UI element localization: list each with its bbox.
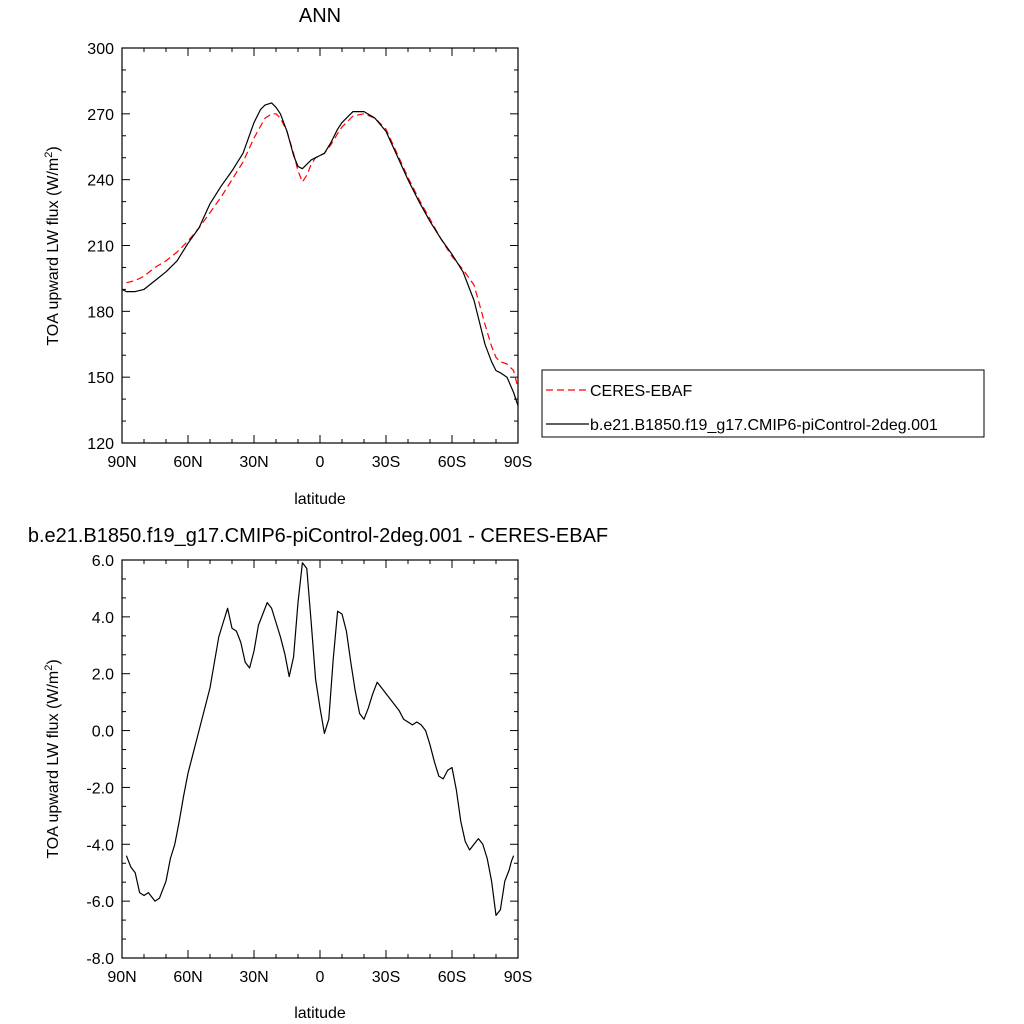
bottom-panel-x-tick-label: 30S [372, 969, 400, 986]
bottom-panel-y-tick-label: -8.0 [86, 951, 114, 968]
bottom-panel-plot-frame [121, 559, 519, 959]
legend-label-ceres-ebaf: CERES-EBAF [590, 383, 692, 400]
bottom-panel-title: b.e21.B1850.f19_g17.CMIP6-piControl-2deg… [28, 525, 608, 547]
top-panel-y-tick-label: 150 [87, 370, 114, 387]
top-panel-series-line-1 [126, 113, 519, 389]
legend-label-model: b.e21.B1850.f19_g17.CMIP6-piControl-2deg… [590, 417, 938, 434]
bottom-panel-y-axis-label: TOA upward LW flux (W/m2) [43, 659, 62, 858]
bottom-panel-x-tick-label: 60S [438, 969, 466, 986]
bottom-panel-ticks: 90N 60N 30N 0 30S 60S 90S 6.0 4.0 2.0 0.0 -2.0 -4.0 -… [86, 553, 532, 986]
bottom-panel-y-tick-label: 6.0 [92, 553, 114, 570]
top-panel-series [121, 102, 519, 406]
top-panel-y-tick-label: 300 [87, 41, 114, 58]
bottom-panel-x-tick-label: 60N [173, 969, 202, 986]
top-panel-plot-frame [121, 47, 519, 444]
bottom-panel-y-tick-label: 4.0 [92, 610, 114, 627]
bottom-panel-y-tick-label: 2.0 [92, 667, 114, 684]
top-panel-series-line-2 [121, 102, 519, 406]
bottom-panel-series-line-1 [125, 562, 515, 917]
bottom-panel-x-tick-label: 0 [316, 969, 325, 986]
top-panel-x-tick-label: 0 [316, 454, 325, 471]
top-panel-x-tick-label: 30S [372, 454, 400, 471]
top-panel-x-tick-label: 30N [239, 454, 268, 471]
top-panel-y-axis-label: TOA upward LW flux (W/m2) [43, 146, 62, 345]
bottom-panel-y-tick-label: 0.0 [92, 724, 114, 741]
top-panel-x-tick-label: 90N [107, 454, 136, 471]
top-panel-y-tick-label: 240 [87, 173, 114, 190]
bottom-panel-x-axis-label: latitude [294, 1005, 346, 1022]
bottom-panel-x-tick-label: 90N [107, 969, 136, 986]
bottom-panel-y-tick-label: -2.0 [86, 780, 114, 797]
top-panel-x-tick-label: 90S [504, 454, 532, 471]
top-panel-y-tick-label: 180 [87, 304, 114, 321]
bottom-panel-x-tick-label: 30N [239, 969, 268, 986]
legend-frame [541, 369, 985, 438]
top-panel-y-tick-label: 270 [87, 107, 114, 124]
bottom-panel-y-tick-label: -4.0 [86, 837, 114, 854]
top-panel-ticks: 90N 60N 30N 0 30S 60S 90S 300 270 240 210 180 150 120 [87, 41, 532, 471]
bottom-panel-x-tick-label: 90S [504, 969, 532, 986]
top-panel-y-tick-label: 120 [87, 436, 114, 453]
bottom-panel: b.e21.B1850.f19_g17.CMIP6-piControl-2deg… [28, 525, 608, 1022]
top-panel-x-tick-label: 60S [438, 454, 466, 471]
top-panel-title: ANN [299, 5, 341, 27]
bottom-panel-series [125, 562, 515, 917]
top-panel-legend: CERES-EBAF b.e21.B1850.f19_g17.CMIP6-piC… [541, 369, 985, 438]
top-panel-y-tick-label: 210 [87, 239, 114, 256]
top-panel-x-tick-label: 60N [173, 454, 202, 471]
bottom-panel-y-tick-label: -6.0 [86, 894, 114, 911]
top-panel: ANN 90N 60N 30N 0 30S 60S 90S 300 270 240 210 180 15… [43, 5, 985, 508]
top-panel-x-axis-label: latitude [294, 491, 346, 508]
